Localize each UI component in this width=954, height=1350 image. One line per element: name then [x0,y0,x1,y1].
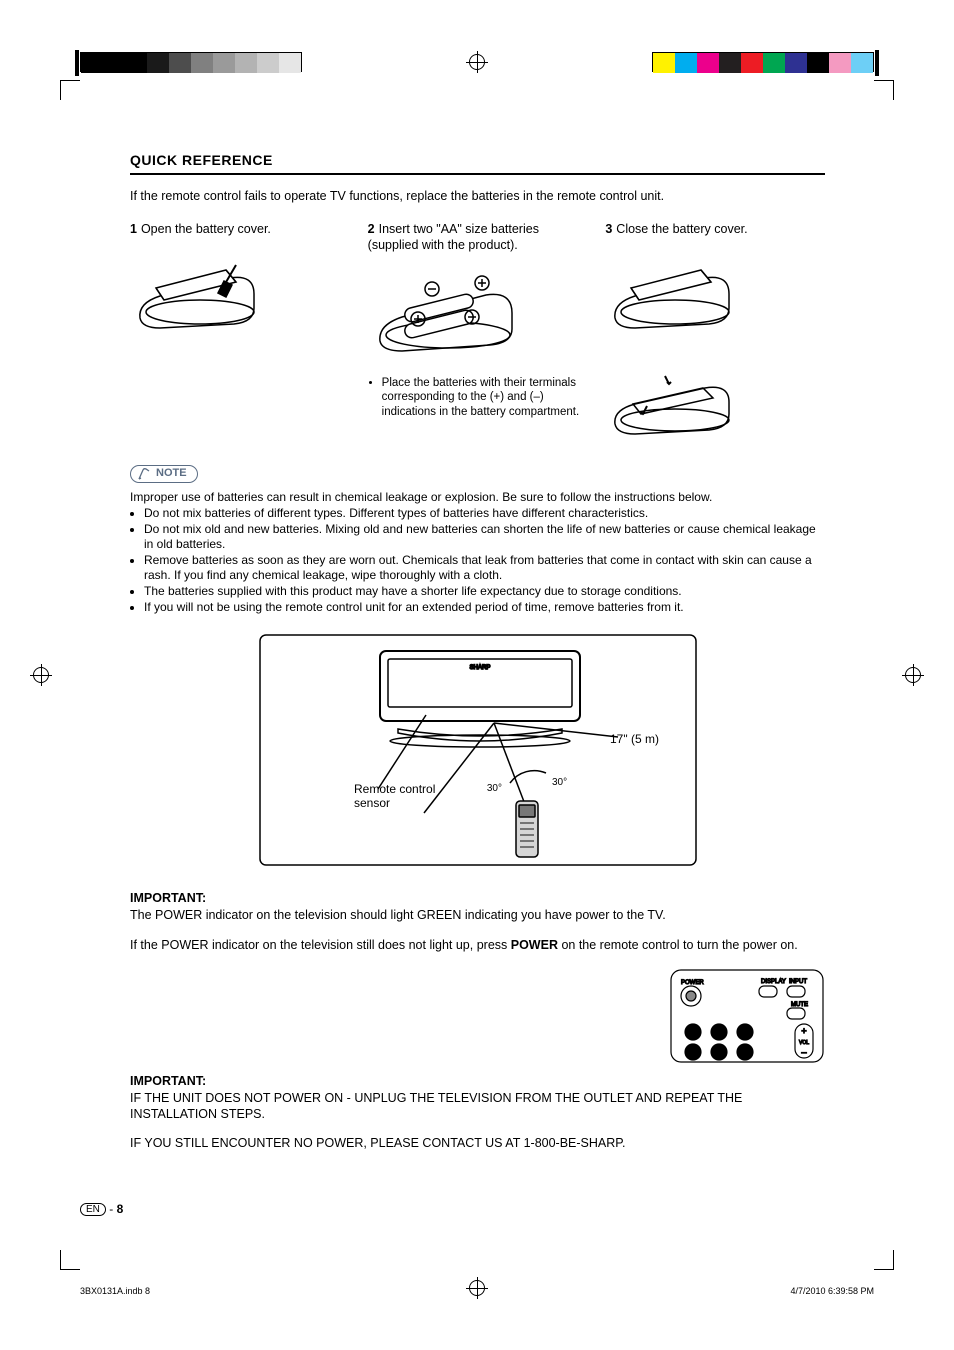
step-text: Close the battery cover. [616,222,747,236]
note-badge: NOTE [130,465,198,483]
svg-text:3: 3 [743,1028,748,1037]
step-num: 1 [130,222,137,236]
note-item: The batteries supplied with this product… [144,584,825,599]
step-2-bullet: Place the batteries with their terminals… [368,376,588,419]
step-text: Open the battery cover. [141,222,271,236]
battery-cover-closed-illustration [605,366,735,440]
note-item: Do not mix batteries of different types.… [144,506,825,521]
svg-text:POWER: POWER [681,980,704,986]
step-num: 2 [368,222,375,236]
step-1: 1 Open the battery cover. [130,222,350,445]
svg-text:6: 6 [743,1048,748,1057]
crop-mark [874,80,894,100]
angle-right: 30° [552,777,567,788]
svg-text:INPUT: INPUT [789,979,807,985]
footer-page: 8 [117,1202,124,1216]
tv-brand: SHARP [469,665,490,671]
important2-line2: IF YOU STILL ENCOUNTER NO POWER, PLEASE … [130,1136,825,1152]
important1-line2: If the POWER indicator on the television… [130,938,825,954]
crop-mark [60,1250,80,1270]
step-2: 2Insert two "AA" size batteries (supplie… [368,222,588,445]
step-3: 3 Close the battery cover. [605,222,825,445]
svg-text:–: – [801,1047,806,1057]
svg-text:1: 1 [691,1028,696,1037]
remote-range-diagram: SHARP 17" [258,633,698,869]
important-heading: IMPORTANT: [130,1074,825,1090]
svg-text:4: 4 [691,1048,696,1057]
sensor-label-line2: sensor [354,796,390,810]
registration-mark [466,51,488,73]
distance-label: 17" (5 m) [610,732,659,746]
important-block-1: IMPORTANT: The POWER indicator on the te… [130,891,825,954]
battery-cover-close-illustration [605,248,735,332]
note-intro: Improper use of batteries can result in … [130,490,825,505]
important1-line1: The POWER indicator on the television sh… [130,908,825,924]
page-footer: EN - 8 [80,1202,874,1216]
svg-text:2: 2 [717,1028,722,1037]
footer-lang: EN [80,1203,106,1216]
crop-mark [60,80,80,100]
intro-text: If the remote control fails to operate T… [130,189,825,205]
important-heading: IMPORTANT: [130,891,825,907]
svg-text:MUTE: MUTE [791,1002,808,1008]
slug-file: 3BX0131A.indb 8 [80,1286,150,1296]
battery-insert-illustration [368,263,518,355]
angle-left: 30° [486,783,501,794]
crop-mark [874,1250,894,1270]
svg-text:DISPLAY: DISPLAY [761,979,786,985]
slug-stamp: 4/7/2010 6:39:58 PM [790,1286,874,1296]
important-block-2: IMPORTANT: IF THE UNIT DOES NOT POWER ON… [130,1074,825,1153]
print-slug: 3BX0131A.indb 8 4/7/2010 6:39:58 PM [80,1286,874,1296]
step-2-bullet-text: Place the batteries with their terminals… [382,376,588,419]
step-num: 3 [605,222,612,236]
note-item: Remove batteries as soon as they are wor… [144,553,825,583]
svg-text:5: 5 [717,1048,722,1057]
note-item: Do not mix old and new batteries. Mixing… [144,522,825,552]
battery-steps: 1 Open the battery cover. 2Insert two "AA… [130,222,825,445]
note-icon [137,467,151,481]
important2-line1: IF THE UNIT DOES NOT POWER ON - UNPLUG T… [130,1091,825,1122]
sensor-label-line1: Remote control [354,782,435,796]
note-item: If you will not be using the remote cont… [144,600,825,615]
svg-text:+: + [801,1026,806,1036]
note-body: Improper use of batteries can result in … [130,490,825,615]
note-label: NOTE [156,467,187,481]
svg-text:VOL: VOL [799,1040,809,1046]
remote-top-illustration: POWER DISPLAY INPUT MUTE 1 2 3 4 5 6 [669,968,825,1064]
section-title: QUICK REFERENCE [130,152,825,175]
registration-mark [30,664,52,686]
battery-cover-open-illustration [130,248,260,332]
registration-mark [902,664,924,686]
step-text: Insert two "AA" size batteries (supplied… [368,222,539,252]
footer-sep: - [109,1202,116,1216]
